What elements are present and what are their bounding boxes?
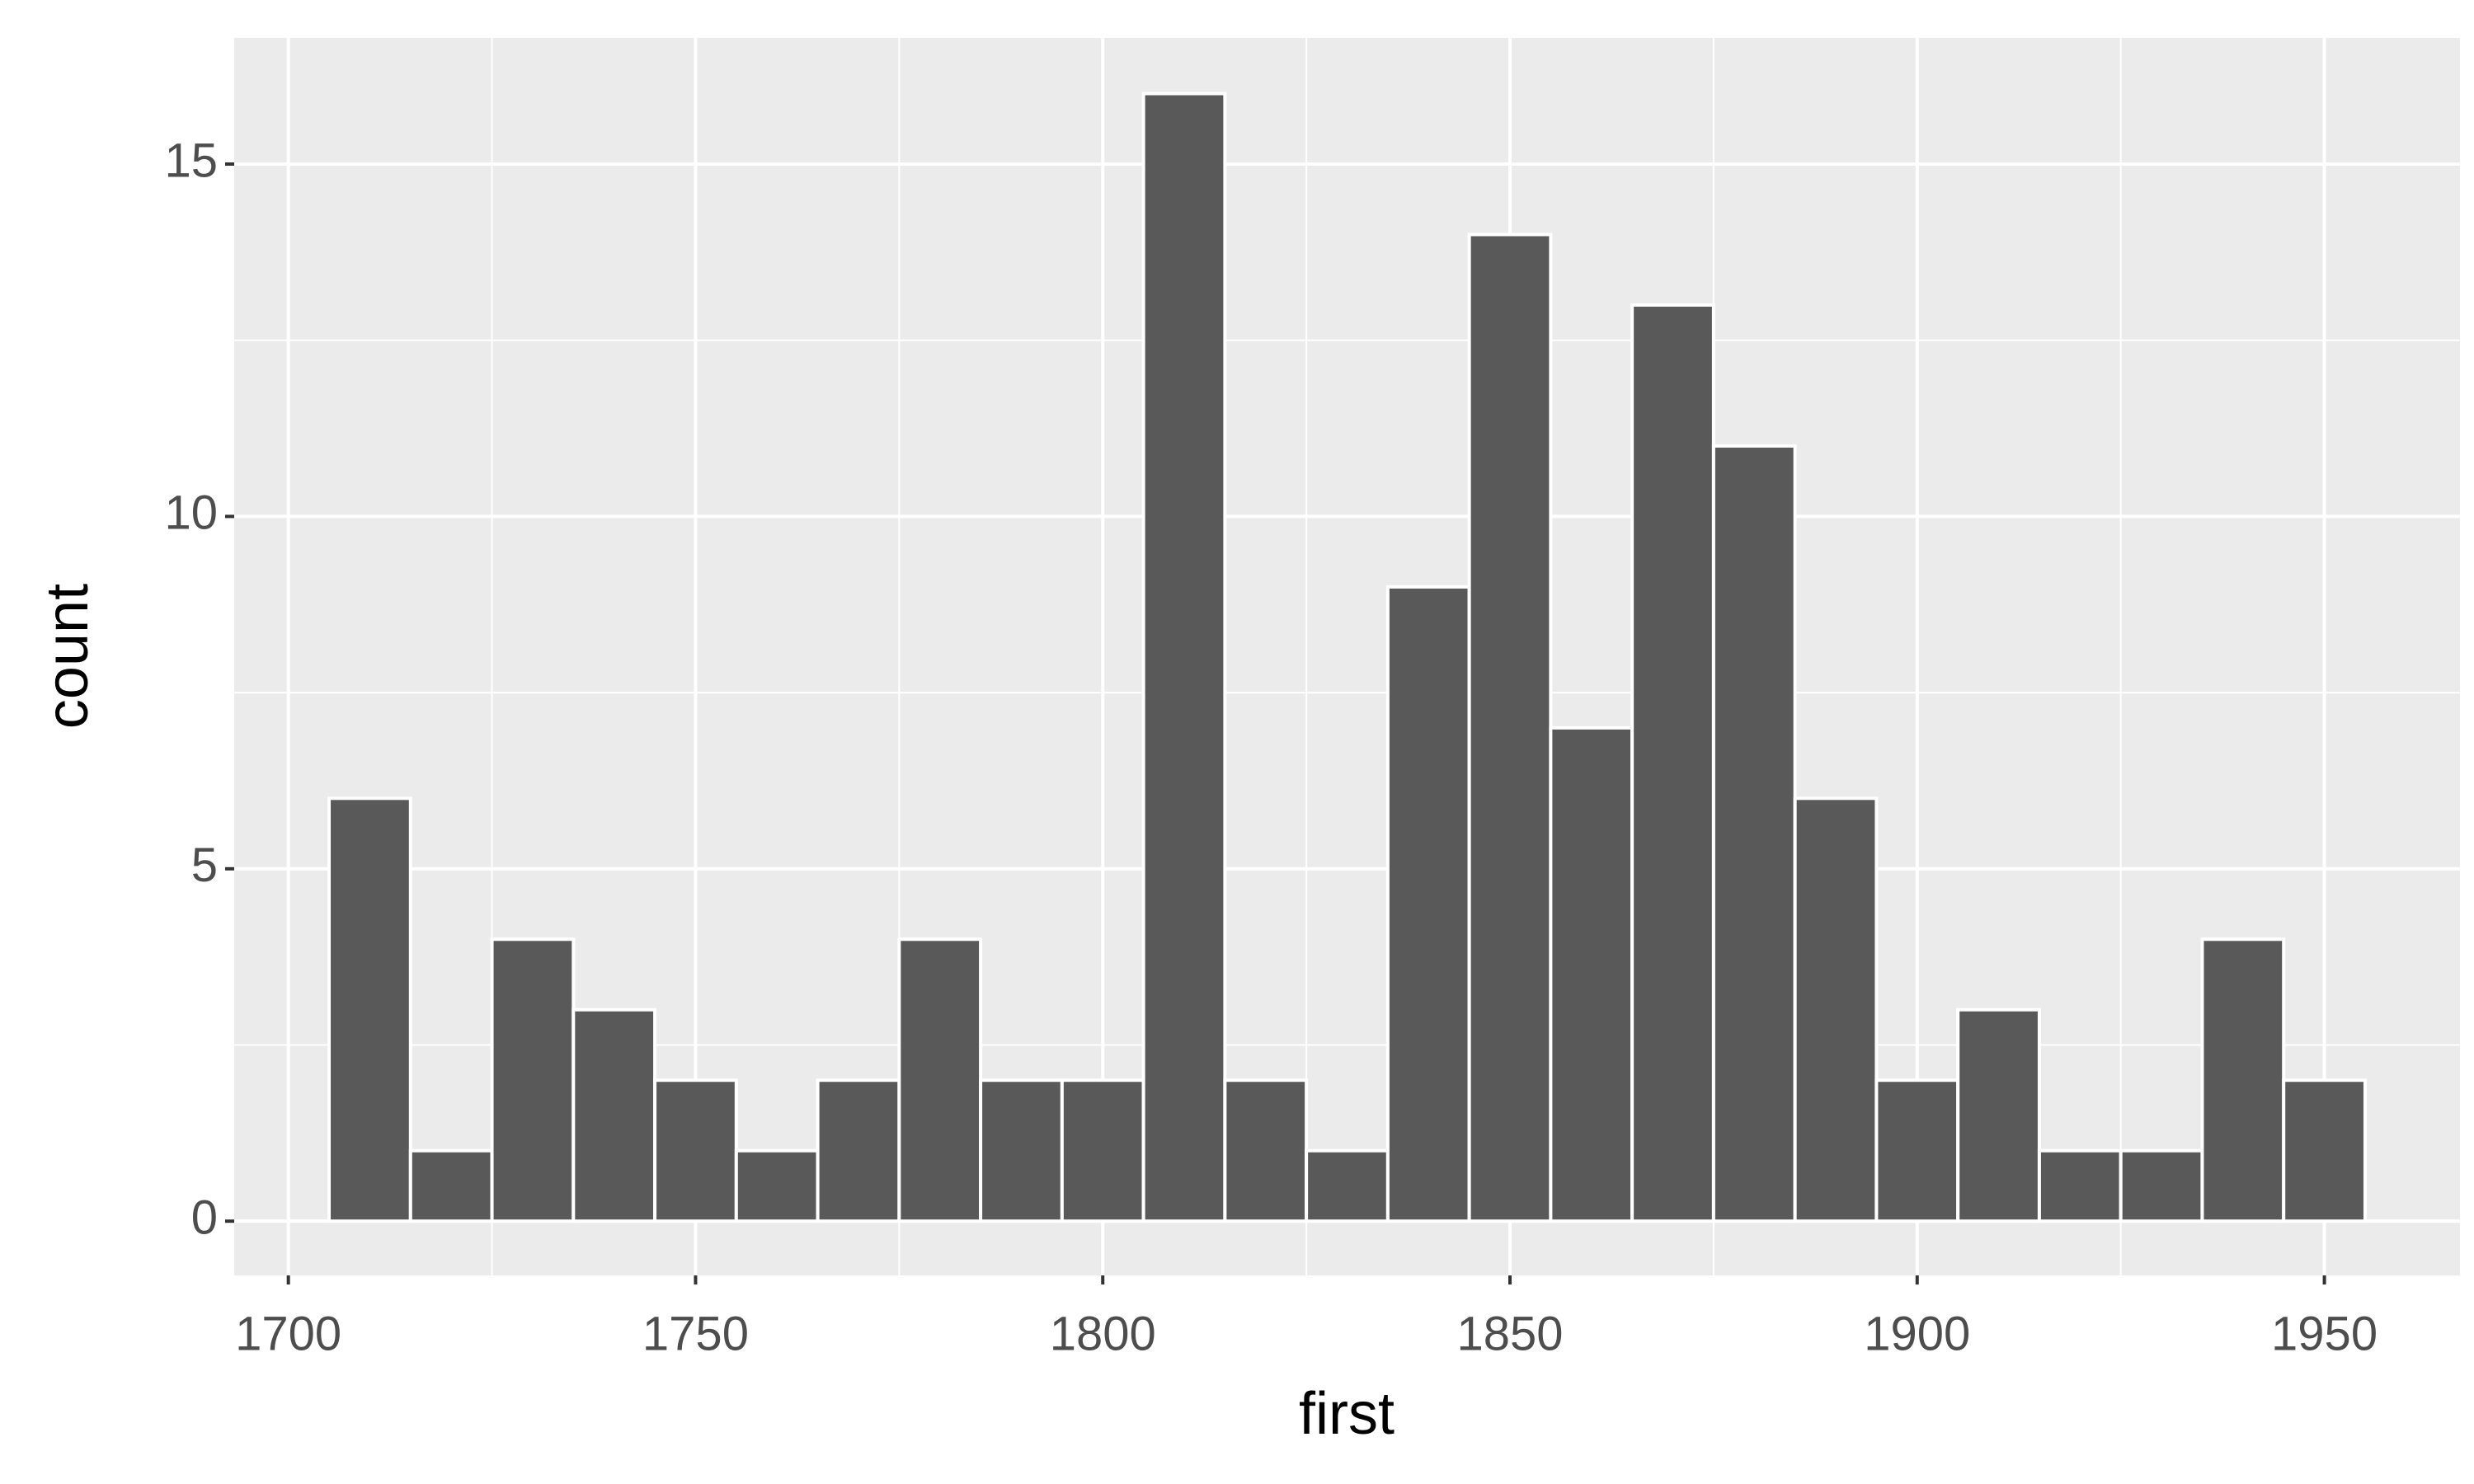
x-tick-label: 1700	[235, 1307, 341, 1360]
bar	[490, 937, 576, 1223]
bar	[1060, 1078, 1145, 1223]
y-axis-title: count	[35, 584, 101, 729]
bar	[653, 1078, 738, 1223]
x-tick-label: 1750	[642, 1307, 749, 1360]
bar	[1385, 585, 1471, 1223]
bar	[2037, 1148, 2123, 1223]
x-tick-label: 1900	[1864, 1307, 1970, 1360]
x-axis-title: first	[1299, 1381, 1395, 1447]
bar	[816, 1078, 901, 1223]
y-tick-label: 5	[191, 838, 218, 892]
bar	[327, 796, 412, 1223]
y-tick-label: 0	[191, 1191, 218, 1245]
bar	[1793, 796, 1879, 1223]
bar	[2200, 937, 2286, 1223]
y-tick-label: 15	[164, 134, 218, 187]
x-tick-label: 1950	[2271, 1307, 2378, 1360]
bar	[408, 1148, 494, 1223]
bar	[1467, 232, 1553, 1223]
bar	[1956, 1007, 2041, 1223]
x-tick-label: 1800	[1050, 1307, 1156, 1360]
y-tick-label: 10	[164, 486, 218, 540]
bar	[1223, 1078, 1309, 1223]
axes: 1700 1750 1800 1850 1900 1950 0 5 10 15	[164, 134, 2378, 1360]
bar	[979, 1078, 1064, 1223]
bar	[734, 1148, 820, 1223]
bar	[571, 1007, 657, 1223]
x-tick-label: 1850	[1456, 1307, 1563, 1360]
bars	[327, 92, 2367, 1223]
bar	[1874, 1078, 1960, 1223]
bar	[1630, 303, 1715, 1223]
bar	[1141, 92, 1227, 1223]
bar	[1549, 726, 1634, 1223]
bar	[1711, 444, 1797, 1223]
bar	[897, 937, 983, 1223]
bar	[2119, 1148, 2204, 1223]
bar	[1305, 1148, 1390, 1223]
bar	[2282, 1078, 2367, 1223]
